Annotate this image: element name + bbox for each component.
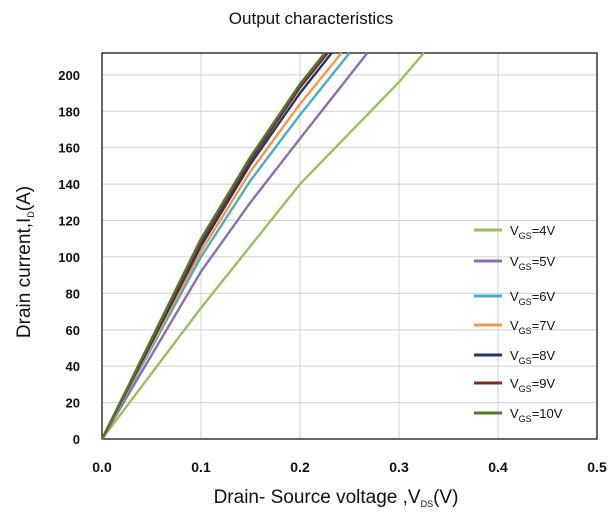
series-line: [100, 52, 343, 440]
y-tick-label: 80: [66, 286, 80, 301]
legend-label-subscript: GS: [519, 384, 532, 394]
legend-item: VGS=5V: [474, 254, 556, 272]
legend-label: VGS=4V: [510, 223, 556, 241]
legend-label-subscript: GS: [519, 297, 532, 307]
legend: VGS=4V VGS=5V VGS=6V VGS=7V VGS=8V VGS=9V VGS=…: [474, 223, 563, 424]
legend-label: VGS=7V: [510, 318, 556, 336]
legend-item: VGS=6V: [474, 289, 556, 307]
series-line: [100, 52, 351, 440]
chart-title: Output characteristics: [229, 9, 393, 28]
y-tick-label: 160: [58, 141, 80, 156]
series-line: [101, 52, 425, 440]
x-tick-label: 0.2: [290, 459, 310, 475]
x-tick-label: 0.0: [92, 459, 112, 475]
series-line: [100, 52, 369, 440]
y-axis-label: Drain current,ID(A): [14, 186, 36, 338]
legend-item: VGS=8V: [474, 348, 556, 366]
x-tick-label: 0.4: [488, 459, 508, 475]
grid: [102, 53, 597, 439]
x-axis-label: Drain- Source voltage ,VDS(V): [214, 487, 459, 509]
legend-label-subscript: GS: [519, 262, 532, 272]
y-tick-label: 100: [58, 250, 80, 265]
legend-label: VGS=5V: [510, 254, 556, 272]
y-tick-label: 200: [58, 68, 80, 83]
x-tick-label: 0.5: [587, 459, 607, 475]
legend-label-subscript: GS: [519, 326, 532, 336]
legend-item: VGS=10V: [474, 406, 563, 424]
legend-label-subscript: GS: [519, 231, 532, 241]
legend-label: VGS=10V: [510, 406, 563, 424]
y-tick-label: 120: [58, 214, 80, 229]
legend-item: VGS=7V: [474, 318, 556, 336]
y-tick-label: 40: [66, 359, 80, 374]
legend-item: VGS=9V: [474, 376, 556, 394]
y-tick-label: 180: [58, 104, 80, 119]
series-lines: [100, 52, 425, 440]
series-line: [100, 52, 326, 440]
y-tick-label: 0: [73, 432, 80, 447]
y-tick-label: 140: [58, 177, 80, 192]
y-tick-label: 60: [66, 323, 80, 338]
tick-labels: 0.0 0.1 0.2 0.3 0.4 0.5 0 20 40 60 80 100 120 140 160 1…: [58, 68, 607, 475]
legend-item: VGS=4V: [474, 223, 556, 241]
x-axis-label-subscript: DS: [421, 499, 434, 509]
legend-label: VGS=8V: [510, 348, 556, 366]
legend-label-subscript: GS: [519, 356, 532, 366]
legend-label-subscript: GS: [519, 414, 532, 424]
y-axis-label-subscript: D: [26, 211, 36, 218]
x-tick-label: 0.3: [389, 459, 409, 475]
legend-label: VGS=9V: [510, 376, 556, 394]
y-tick-label: 20: [66, 396, 80, 411]
legend-label: VGS=6V: [510, 289, 556, 307]
x-tick-label: 0.1: [191, 459, 211, 475]
